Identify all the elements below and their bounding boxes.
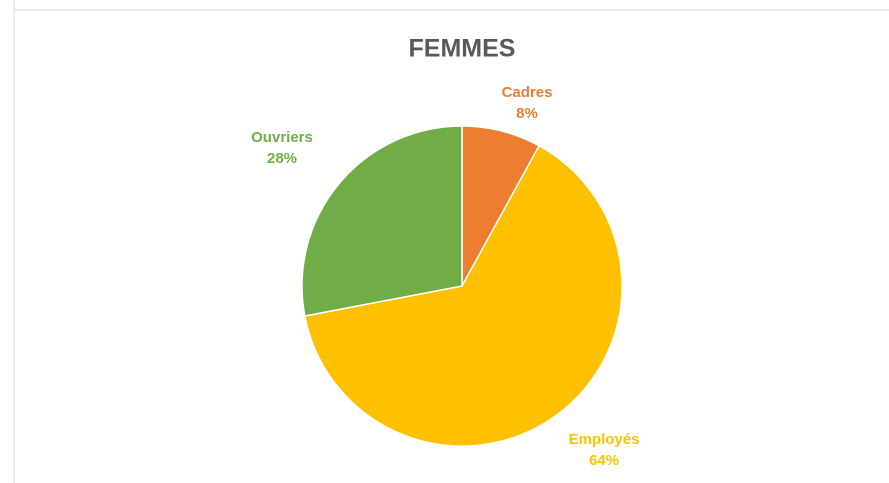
data-label-category: Cadres [502, 84, 553, 101]
data-label-category: Employés [569, 431, 640, 448]
data-label-category: Ouvriers [251, 129, 313, 146]
pie-slice [303, 144, 623, 447]
pie-slice [301, 125, 463, 317]
data-label-value: 28% [267, 150, 297, 167]
chart-title: FEMMES [409, 35, 516, 63]
data-label-value: 8% [516, 105, 538, 122]
data-label-value: 64% [589, 452, 619, 469]
